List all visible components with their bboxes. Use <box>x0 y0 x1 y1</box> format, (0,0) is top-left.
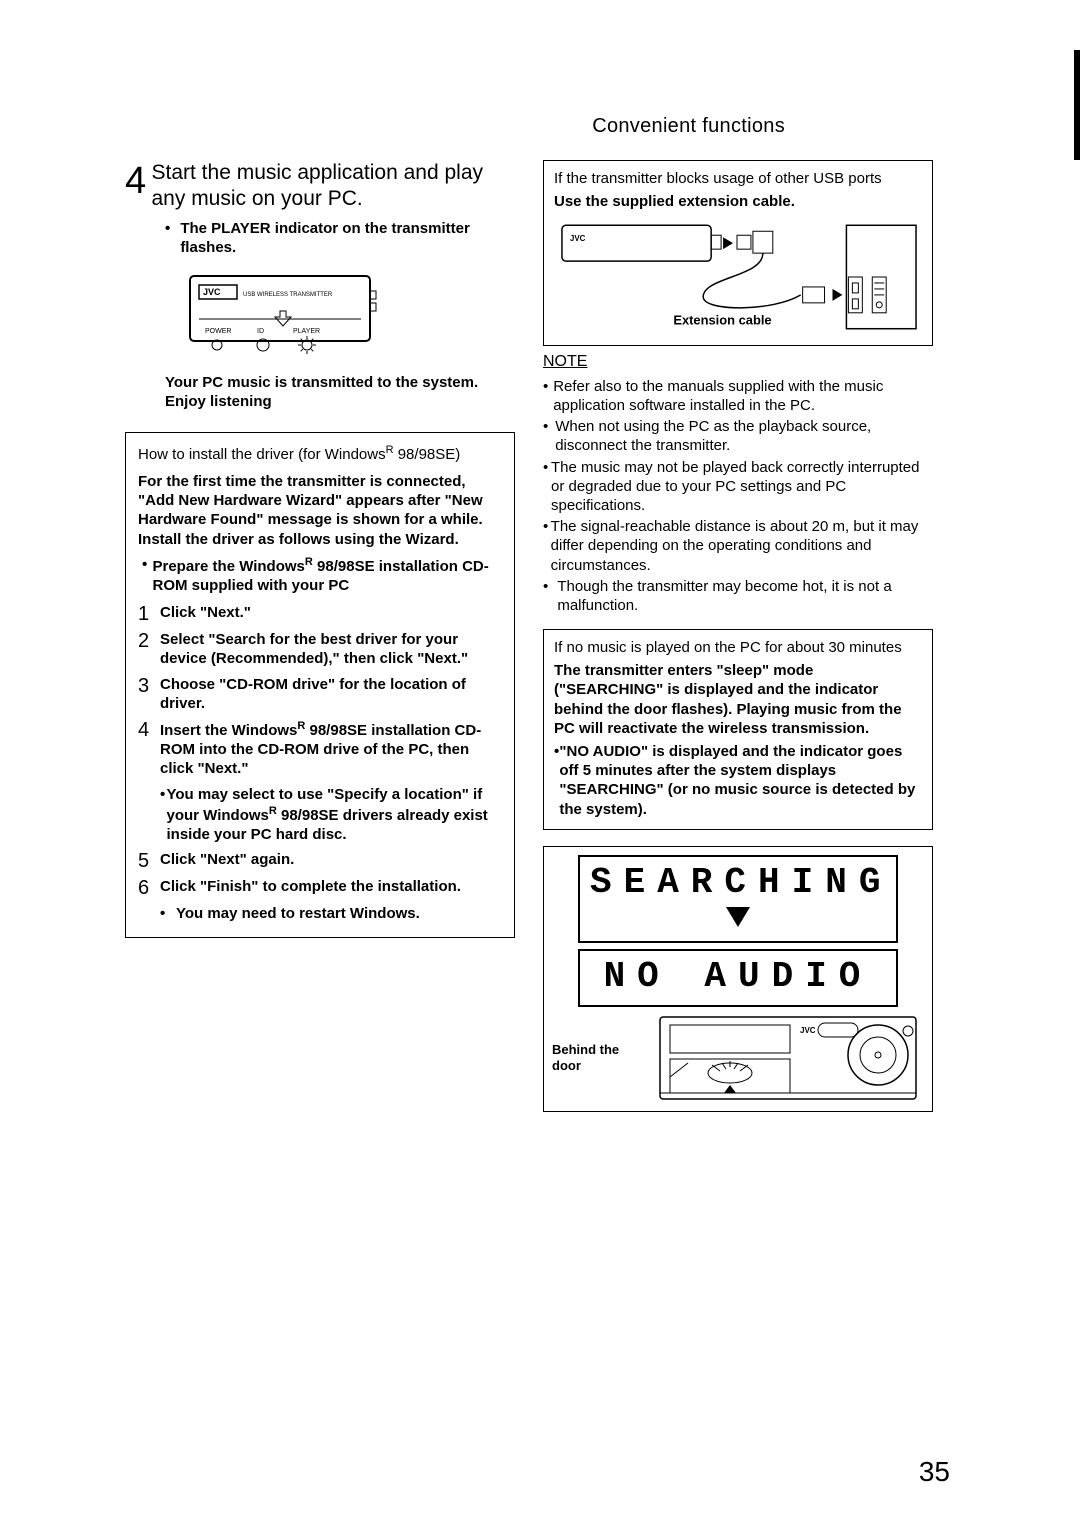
driver-step-6: 6Click "Finish" to complete the installa… <box>138 877 502 898</box>
driver-step-5: 5Click "Next" again. <box>138 850 502 871</box>
driver-step-1: 1Click "Next." <box>138 603 502 624</box>
driver-step-6-sub: •You may need to restart Windows. <box>160 904 502 923</box>
driver-intro: How to install the driver (for WindowsR … <box>138 443 502 464</box>
svg-text:ID: ID <box>257 328 264 335</box>
step-number: 4 <box>125 160 152 213</box>
transmitted-note: Your PC music is transmitted to the syst… <box>165 373 515 412</box>
display-sequence-box: SEARCHING NO AUDIO Behind the door JVC <box>543 846 933 1112</box>
note-item: •Though the transmitter may become hot, … <box>543 577 933 615</box>
svg-text:JVC: JVC <box>203 287 221 297</box>
driver-paragraph: For the first time the transmitter is co… <box>138 472 502 549</box>
driver-prepare: • Prepare the WindowsR 98/98SE installat… <box>142 555 502 595</box>
note-item: •The music may not be played back correc… <box>543 458 933 516</box>
stereo-device-illustration: JVC <box>652 1013 924 1103</box>
lcd-searching: SEARCHING <box>578 855 898 943</box>
section-title: Convenient functions <box>592 115 785 138</box>
no-music-box: If no music is played on the PC for abou… <box>543 629 933 830</box>
svg-text:POWER: POWER <box>205 328 231 335</box>
extension-cable-box: If the transmitter blocks usage of other… <box>543 160 933 346</box>
note-heading: NOTE <box>543 352 933 372</box>
np-bullet: •"NO AUDIO" is displayed and the indicat… <box>554 742 922 819</box>
note-item: •The signal-reachable distance is about … <box>543 517 933 575</box>
driver-step-4: 4Insert the WindowsR 98/98SE installatio… <box>138 719 502 779</box>
left-column: 4 Start the music application and play a… <box>125 160 515 1112</box>
right-column: If the transmitter blocks usage of other… <box>543 160 933 1112</box>
cond-intro: If the transmitter blocks usage of other… <box>554 169 922 188</box>
transmitter-illustration: JVC USB WIRELESS TRANSMITTER POWER ID PL… <box>185 271 385 361</box>
driver-install-box: How to install the driver (for WindowsR … <box>125 432 515 938</box>
cond-instruction: Use the supplied extension cable. <box>554 192 922 211</box>
behind-door-label: Behind the door <box>552 1042 642 1073</box>
note-item: •Refer also to the manuals supplied with… <box>543 377 933 415</box>
np-explain: The transmitter enters "sleep" mode ("SE… <box>554 661 922 738</box>
note-item: •When not using the PC as the playback s… <box>543 417 933 455</box>
player-indicator-note: • The PLAYER indicator on the transmitte… <box>165 219 515 257</box>
svg-text:Extension cable: Extension cable <box>673 313 771 328</box>
arrow-down-icon <box>726 907 750 927</box>
page-number: 35 <box>919 1456 950 1488</box>
language-tab: English <box>1074 50 1080 160</box>
svg-text:PLAYER: PLAYER <box>293 328 320 335</box>
driver-step-4-sub: •You may select to use "Specify a locati… <box>160 785 502 845</box>
svg-text:JVC: JVC <box>570 235 586 244</box>
svg-text:USB WIRELESS TRANSMITTER: USB WIRELESS TRANSMITTER <box>243 292 333 298</box>
step-text: Start the music application and play any… <box>152 160 516 213</box>
np-intro: If no music is played on the PC for abou… <box>554 638 922 657</box>
lcd-no-audio: NO AUDIO <box>578 949 898 1007</box>
svg-text:JVC: JVC <box>800 1026 816 1035</box>
step-4: 4 Start the music application and play a… <box>125 160 515 213</box>
driver-step-2: 2Select "Search for the best driver for … <box>138 630 502 668</box>
extension-cable-diagram: JVC Extension cable <box>554 217 922 337</box>
driver-step-3: 3Choose "CD-ROM drive" for the location … <box>138 675 502 713</box>
